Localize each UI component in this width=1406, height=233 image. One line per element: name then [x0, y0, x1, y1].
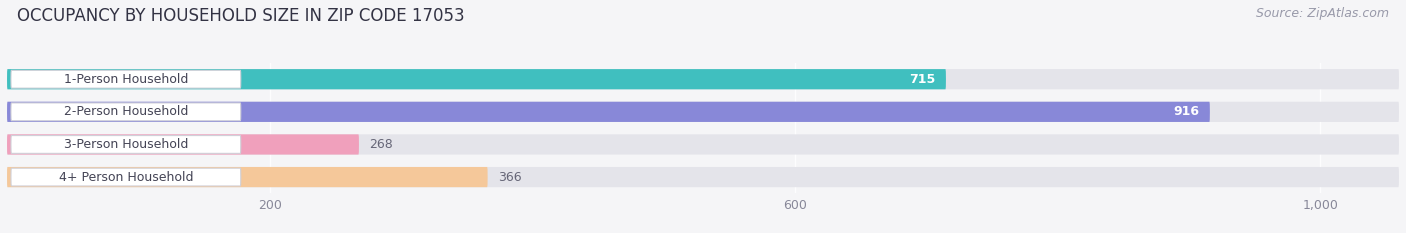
FancyBboxPatch shape: [7, 69, 946, 89]
Text: 268: 268: [370, 138, 394, 151]
FancyBboxPatch shape: [7, 167, 488, 187]
FancyBboxPatch shape: [7, 102, 1399, 122]
FancyBboxPatch shape: [11, 103, 240, 121]
FancyBboxPatch shape: [7, 167, 1399, 187]
Text: 366: 366: [498, 171, 522, 184]
FancyBboxPatch shape: [7, 134, 359, 154]
Text: 3-Person Household: 3-Person Household: [63, 138, 188, 151]
FancyBboxPatch shape: [11, 136, 240, 153]
Text: Source: ZipAtlas.com: Source: ZipAtlas.com: [1256, 7, 1389, 20]
Text: OCCUPANCY BY HOUSEHOLD SIZE IN ZIP CODE 17053: OCCUPANCY BY HOUSEHOLD SIZE IN ZIP CODE …: [17, 7, 464, 25]
Text: 2-Person Household: 2-Person Household: [63, 105, 188, 118]
FancyBboxPatch shape: [7, 69, 1399, 89]
FancyBboxPatch shape: [11, 168, 240, 186]
FancyBboxPatch shape: [7, 102, 1211, 122]
Text: 916: 916: [1174, 105, 1199, 118]
FancyBboxPatch shape: [11, 70, 240, 88]
Text: 4+ Person Household: 4+ Person Household: [59, 171, 193, 184]
Text: 715: 715: [910, 73, 935, 86]
Text: 1-Person Household: 1-Person Household: [63, 73, 188, 86]
FancyBboxPatch shape: [7, 134, 1399, 154]
